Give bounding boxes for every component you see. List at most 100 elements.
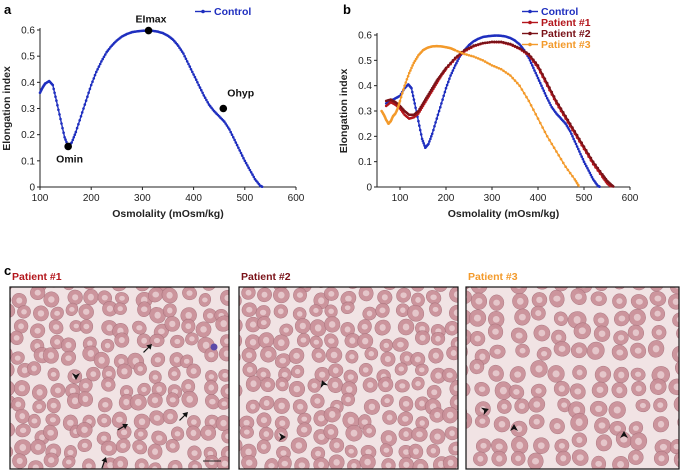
series-point <box>456 49 459 53</box>
cell-pallor <box>553 423 561 430</box>
cell-pallor <box>207 451 214 457</box>
series-point <box>409 69 412 72</box>
series-point <box>528 59 532 62</box>
cell-pallor <box>383 447 390 453</box>
series-point <box>416 55 419 59</box>
series-point <box>612 185 615 188</box>
cell-pallor <box>189 336 195 342</box>
red-blood-cell <box>81 287 98 290</box>
cell-pallor <box>246 306 253 313</box>
series-point <box>196 81 199 84</box>
series-point <box>493 65 496 68</box>
micrograph-1: Patient #1 <box>9 271 230 470</box>
cell-pallor <box>31 365 37 372</box>
series-point <box>249 171 253 174</box>
cell-pallor <box>379 307 386 314</box>
series-point <box>429 88 433 92</box>
series-point <box>417 109 420 113</box>
arrow-tip <box>146 344 152 350</box>
cell-pallor <box>362 367 369 373</box>
cell-pallor <box>345 295 352 302</box>
key-point-label: Ohyp <box>227 88 254 100</box>
series-point <box>432 128 435 132</box>
cell-pallor <box>318 278 323 284</box>
cell-pallor <box>412 448 419 455</box>
series-point <box>194 78 198 81</box>
cell-pallor <box>265 351 272 358</box>
series-point <box>87 91 90 95</box>
cell-pallor <box>65 341 72 349</box>
series-point <box>525 95 528 99</box>
cell-pallor <box>400 292 407 299</box>
legend-label: Control <box>214 6 251 18</box>
series-point <box>544 94 548 98</box>
series-point <box>573 178 577 181</box>
series-point <box>202 94 206 97</box>
series-point <box>401 92 404 95</box>
cell-pallor <box>616 386 623 394</box>
y-tick-label: 0.5 <box>358 56 372 67</box>
cell-pallor <box>453 385 458 392</box>
red-blood-cell <box>357 271 371 284</box>
series-point <box>447 64 450 67</box>
cell-pallor <box>85 463 92 469</box>
series-point <box>229 130 232 134</box>
series-point <box>586 167 589 170</box>
series-point <box>206 101 209 104</box>
arrow-tip <box>101 457 108 463</box>
cell-pallor <box>330 276 336 282</box>
cell-pallor <box>153 337 161 344</box>
series-line-patient-2 <box>386 41 615 188</box>
red-blood-cell <box>631 287 647 291</box>
cell-pallor <box>158 328 165 335</box>
series-point <box>64 138 67 141</box>
cell-pallor <box>344 305 351 311</box>
series-point <box>451 59 455 62</box>
series-point <box>589 156 593 160</box>
cell-pallor <box>225 388 229 395</box>
cell-pallor <box>531 458 540 465</box>
cell-pallor <box>454 341 458 347</box>
series-point <box>452 66 456 70</box>
cell-pallor <box>403 449 410 455</box>
cell-pallor <box>116 416 123 423</box>
series-point <box>65 140 68 144</box>
cell-pallor <box>419 420 425 426</box>
cell-pallor <box>553 295 561 302</box>
cell-pallor <box>362 290 370 297</box>
cell-pallor <box>223 350 229 357</box>
cell-pallor <box>453 309 458 317</box>
series-point <box>51 83 55 87</box>
cell-pallor <box>19 427 27 434</box>
chart-a-axes: 100 200 300 400 500 600 0 0.1 0.2 0.3 0.4 0.5 0.6 Osm… <box>1 26 305 221</box>
cell-pallor <box>106 324 113 332</box>
cell-pallor <box>48 296 55 303</box>
series-point <box>539 68 542 72</box>
cell-pallor <box>536 296 543 303</box>
cell-pallor <box>208 384 215 391</box>
cell-pallor <box>16 457 23 465</box>
cell-pallor <box>414 356 421 363</box>
series-point <box>573 140 577 143</box>
series-point <box>562 111 565 114</box>
series-point <box>596 166 600 170</box>
series-point <box>476 57 480 60</box>
x-tick-label: 100 <box>392 193 409 204</box>
cell-pallor <box>155 435 163 441</box>
chart-panel-a: 100 200 300 400 500 600 0 0.1 0.2 0.3 0.4 0.5 0.6 Osm… <box>1 6 305 220</box>
cell-pallor <box>385 434 393 442</box>
arrowhead-icon <box>279 433 286 441</box>
cell-pallor <box>34 289 41 296</box>
cell-pallor <box>492 370 500 377</box>
series-point <box>433 83 436 86</box>
cell-pallor <box>65 355 72 361</box>
cell-pallor <box>419 334 426 341</box>
chart-a-legend: Control <box>195 6 251 18</box>
y-tick-label: 0.1 <box>21 156 35 167</box>
cell-pallor <box>153 415 161 421</box>
series-point <box>182 52 185 55</box>
arrow-tip <box>620 431 628 438</box>
series-point <box>580 141 583 144</box>
cell-pallor <box>82 382 89 389</box>
series-point <box>545 135 549 138</box>
